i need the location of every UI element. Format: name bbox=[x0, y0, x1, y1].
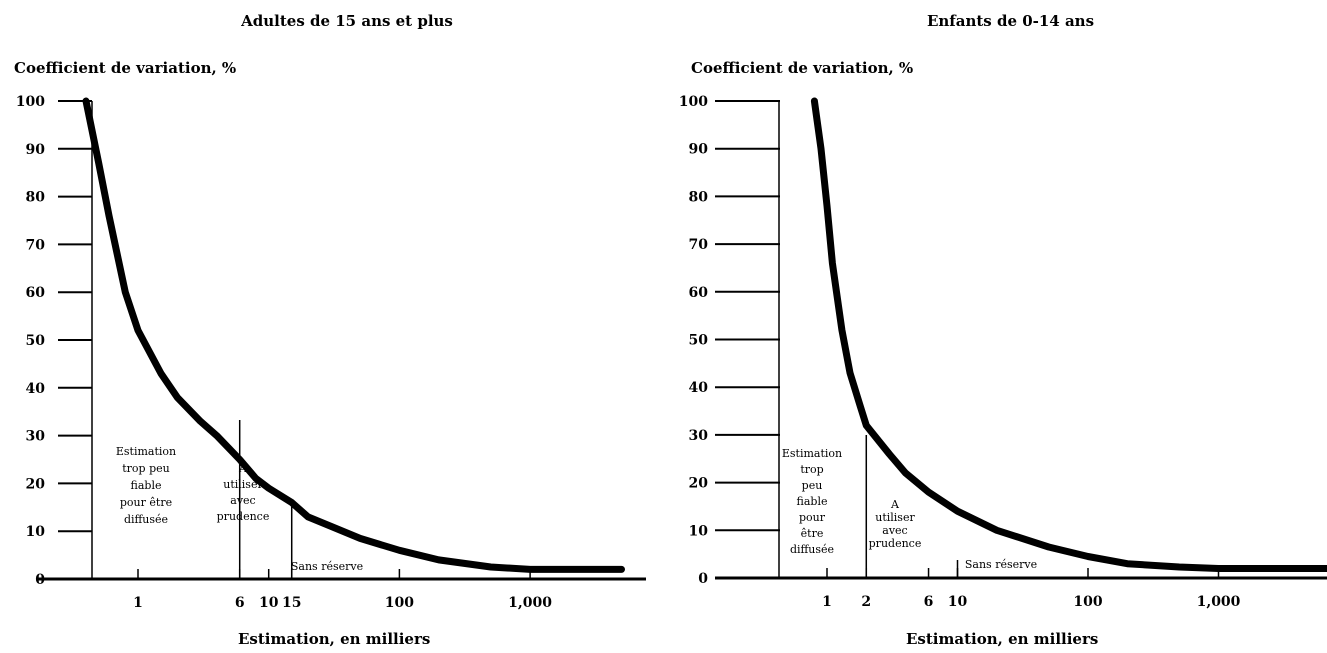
zone-label: prudence bbox=[217, 510, 270, 523]
y-tick-label: 10 bbox=[26, 524, 46, 540]
chart-panel-adults: Adultes de 15 ans et plus Coefficient de… bbox=[14, 12, 646, 648]
zone-label: Sans réserve bbox=[291, 560, 363, 573]
y-tick-label: 80 bbox=[26, 190, 46, 206]
y-tick-label: 50 bbox=[689, 333, 709, 349]
x-tick-label: 6 bbox=[924, 594, 934, 610]
y-tick-label: 60 bbox=[689, 285, 709, 301]
y-tick-label: 70 bbox=[26, 237, 46, 253]
chart-title: Adultes de 15 ans et plus bbox=[241, 12, 453, 30]
x-axis-label: Estimation, en milliers bbox=[238, 630, 431, 648]
cv-curve bbox=[810, 97, 1327, 572]
x-tick-label: 10 bbox=[259, 595, 279, 611]
y-tick-label: 50 bbox=[26, 333, 46, 349]
zone-label: diffusée bbox=[790, 543, 834, 556]
x-tick-label: 1,000 bbox=[1197, 594, 1241, 610]
chart-panel-children: Enfants de 0-14 ans Coefficient de varia… bbox=[664, 0, 1327, 653]
zone-label: peu bbox=[802, 479, 823, 492]
y-tick-label: 20 bbox=[689, 476, 709, 492]
x-tick-label: 100 bbox=[385, 595, 414, 611]
zone-label: A bbox=[238, 462, 248, 475]
zone-label: avec bbox=[230, 494, 255, 507]
zone-label: utiliser bbox=[875, 511, 915, 524]
x-tick-label: 100 bbox=[1073, 594, 1102, 610]
y-tick-label: 100 bbox=[16, 94, 45, 110]
y-tick-label: 20 bbox=[26, 476, 46, 492]
y-tick-label: 100 bbox=[679, 94, 708, 110]
y-axis-label: Coefficient de variation, % bbox=[14, 59, 237, 77]
y-tick-label: 30 bbox=[689, 428, 709, 444]
zone-label: diffusée bbox=[124, 513, 168, 526]
y-tick-label: 70 bbox=[689, 237, 709, 253]
zone-label: avec bbox=[882, 524, 907, 537]
x-tick-label: 1,000 bbox=[508, 595, 552, 611]
zone-label: fiable bbox=[797, 495, 828, 508]
y-tick-label: 90 bbox=[26, 142, 46, 158]
x-tick-label: 2 bbox=[861, 594, 871, 610]
y-tick-label: 60 bbox=[26, 285, 46, 301]
zone-label: Estimation bbox=[116, 445, 176, 458]
zone-label: pour être bbox=[120, 496, 172, 509]
zone-label: A bbox=[890, 498, 900, 511]
chart-title: Enfants de 0-14 ans bbox=[926, 12, 1095, 30]
cv-curve bbox=[82, 97, 625, 573]
zone-label: fiable bbox=[131, 479, 162, 492]
y-tick-label: 40 bbox=[26, 381, 46, 397]
zone-label: Sans réserve bbox=[965, 558, 1037, 571]
zone-label: utiliser bbox=[223, 478, 263, 491]
zone-label: prudence bbox=[869, 537, 922, 550]
x-tick-label: 1 bbox=[133, 595, 143, 611]
x-axis-label: Estimation, en milliers bbox=[906, 630, 1099, 648]
x-tick-label: 10 bbox=[948, 594, 968, 610]
y-tick-label: 10 bbox=[689, 523, 709, 539]
chart-plot-adults: 01020304050607080901001610151001,000Esti… bbox=[16, 94, 646, 611]
zone-label: pour bbox=[799, 511, 826, 524]
x-tick-label: 1 bbox=[822, 594, 832, 610]
y-tick-label: 80 bbox=[689, 189, 709, 205]
zone-label: être bbox=[801, 527, 824, 540]
zone-label: Estimation bbox=[782, 447, 842, 460]
y-axis-label: Coefficient de variation, % bbox=[691, 59, 914, 77]
x-tick-label: 15 bbox=[282, 595, 301, 611]
y-tick-label: 90 bbox=[689, 142, 709, 158]
zone-label: trop bbox=[800, 463, 823, 476]
x-tick-label: 6 bbox=[235, 595, 245, 611]
y-tick-label: 40 bbox=[689, 380, 709, 396]
y-tick-label: 0 bbox=[698, 571, 708, 587]
y-tick-label: 30 bbox=[26, 429, 46, 445]
zone-label: trop peu bbox=[122, 462, 169, 475]
chart-plot-children: 0 10 20 30 40 50 60 70 80 90 100 1 2 6 10 100 1,000 Estim… bbox=[679, 94, 1327, 610]
